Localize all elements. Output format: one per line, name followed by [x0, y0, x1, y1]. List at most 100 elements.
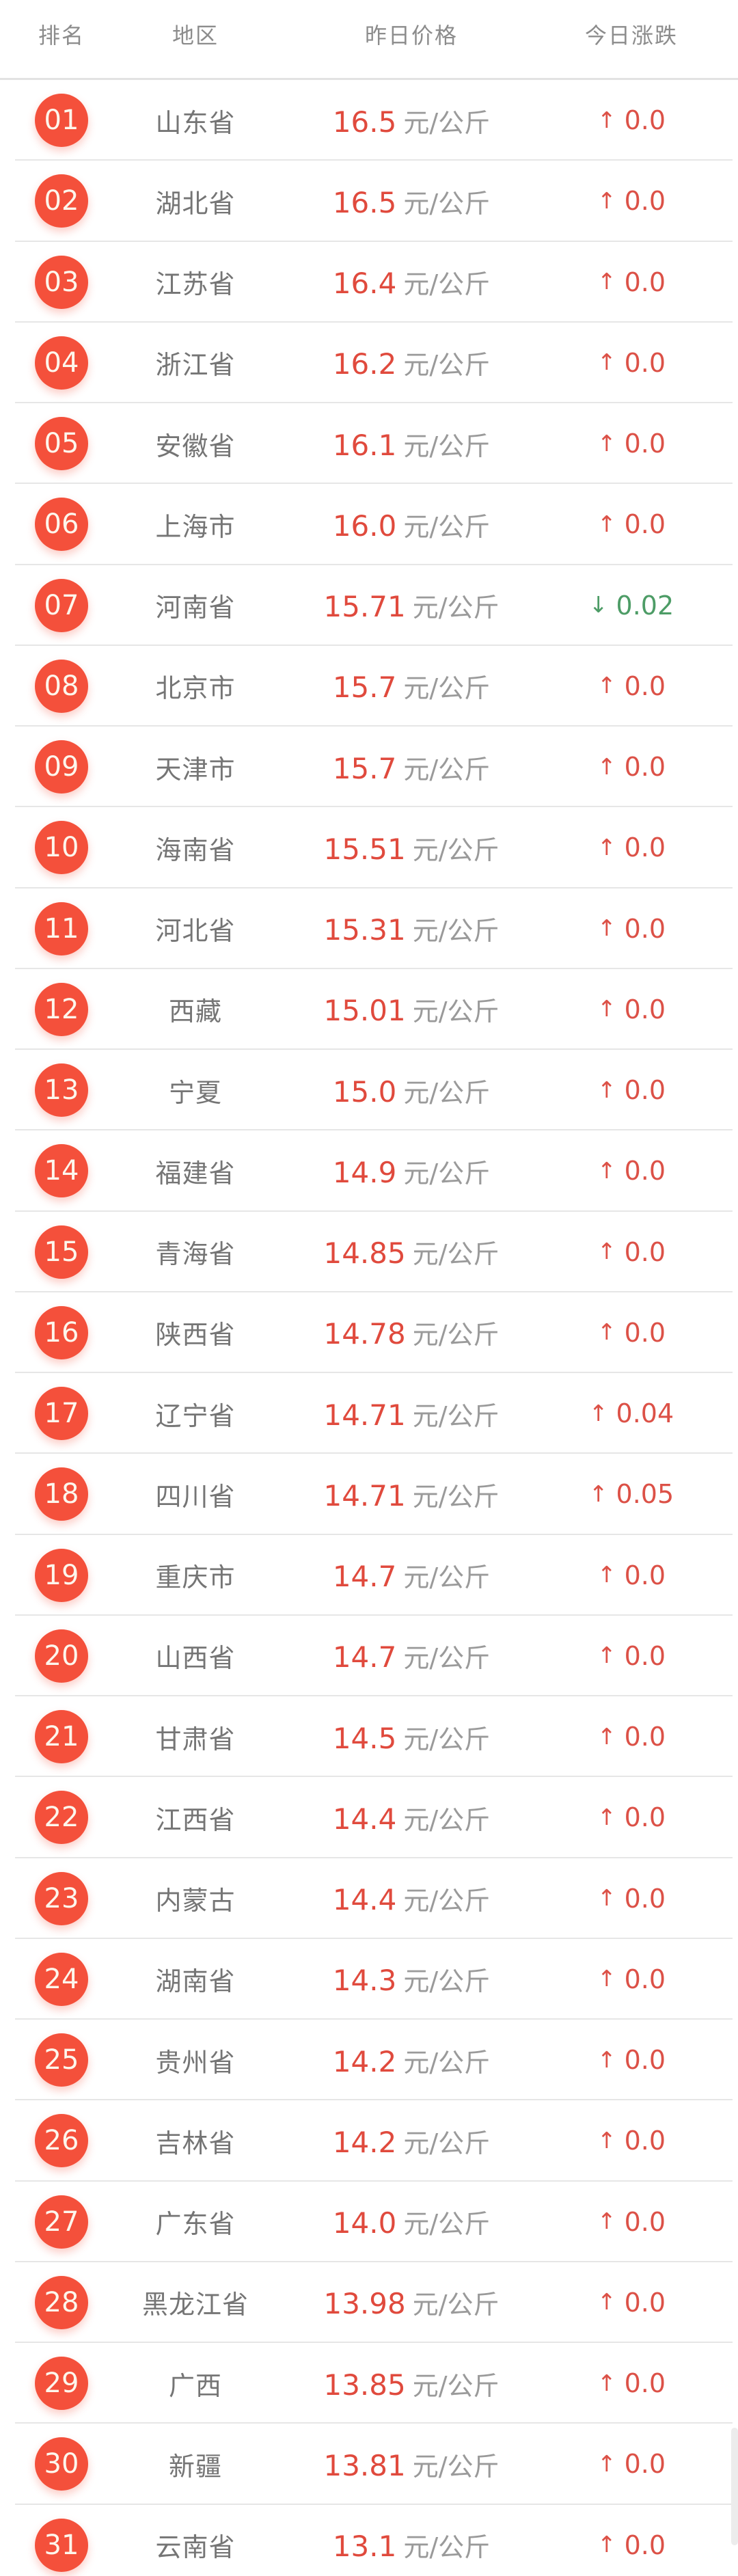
region-label: 浙江省 — [155, 350, 236, 381]
change-value: 0.0 — [624, 429, 666, 459]
price-value: 16.4 — [332, 267, 397, 301]
change-cell: ↓ 0.02 — [555, 591, 738, 621]
rank-cell: 27 — [0, 2195, 123, 2249]
table-row[interactable]: 26 吉林省 14.2 元/公斤 ↑ 0.0 — [0, 2100, 738, 2182]
change-cell: ↑ 0.05 — [555, 1479, 738, 1509]
column-header-region: 地区 — [172, 23, 219, 49]
price-unit: 元/公斤 — [412, 2451, 500, 2482]
change-cell: ↑ 0.0 — [555, 752, 738, 782]
change-arrow-icon: ↑ — [597, 1238, 616, 1265]
price-value: 13.98 — [323, 2287, 406, 2321]
change-cell: ↑ 0.0 — [555, 105, 738, 135]
change-arrow-icon: ↑ — [597, 914, 616, 942]
table-row[interactable]: 08 北京市 15.7 元/公斤 ↑ 0.0 — [0, 646, 738, 727]
change-value: 0.0 — [624, 752, 666, 783]
price-cell: 15.31 元/公斤 — [268, 910, 555, 947]
table-row[interactable]: 07 河南省 15.71 元/公斤 ↓ 0.02 — [0, 565, 738, 647]
region-label: 福建省 — [155, 1158, 236, 1189]
change-value: 0.0 — [624, 267, 666, 297]
region-label: 新疆 — [168, 2451, 222, 2482]
rank-badge: 05 — [35, 417, 88, 471]
table-row[interactable]: 12 西藏 15.01 元/公斤 ↑ 0.0 — [0, 969, 738, 1050]
table-row[interactable]: 16 陕西省 14.78 元/公斤 ↑ 0.0 — [0, 1292, 738, 1374]
region-label: 甘肃省 — [155, 1724, 236, 1754]
table-row[interactable]: 19 重庆市 14.7 元/公斤 ↑ 0.0 — [0, 1535, 738, 1616]
column-header-change: 今日涨跌 — [584, 23, 678, 49]
table-row[interactable]: 06 上海市 16.0 元/公斤 ↑ 0.0 — [0, 484, 738, 565]
price-value: 16.5 — [332, 105, 397, 139]
change-value: 0.0 — [624, 509, 666, 540]
table-row[interactable]: 21 甘肃省 14.5 元/公斤 ↑ 0.0 — [0, 1696, 738, 1778]
change-value: 0.0 — [624, 2287, 666, 2318]
table-row[interactable]: 20 山西省 14.7 元/公斤 ↑ 0.0 — [0, 1616, 738, 1697]
rank-badge: 31 — [35, 2518, 88, 2572]
rank-badge: 14 — [35, 1144, 88, 1198]
rank-badge: 15 — [35, 1225, 88, 1279]
change-cell: ↑ 0.0 — [555, 1722, 738, 1752]
table-row[interactable]: 23 内蒙古 14.4 元/公斤 ↑ 0.0 — [0, 1858, 738, 1940]
change-arrow-icon: ↑ — [597, 510, 616, 537]
table-row[interactable]: 10 海南省 15.51 元/公斤 ↑ 0.0 — [0, 807, 738, 889]
change-cell: ↑ 0.0 — [555, 1560, 738, 1590]
change-cell: ↑ 0.0 — [555, 509, 738, 539]
change-cell: ↑ 0.0 — [555, 832, 738, 863]
table-row[interactable]: 15 青海省 14.85 元/公斤 ↑ 0.0 — [0, 1212, 738, 1293]
price-unit: 元/公斤 — [403, 754, 491, 785]
table-row[interactable]: 03 江苏省 16.4 元/公斤 ↑ 0.0 — [0, 242, 738, 323]
rank-badge: 26 — [35, 2114, 88, 2168]
table-row[interactable]: 11 河北省 15.31 元/公斤 ↑ 0.0 — [0, 889, 738, 970]
table-row[interactable]: 31 云南省 13.1 元/公斤 ↑ 0.0 — [0, 2505, 738, 2576]
table-row[interactable]: 04 浙江省 16.2 元/公斤 ↑ 0.0 — [0, 323, 738, 404]
table-row[interactable]: 25 贵州省 14.2 元/公斤 ↑ 0.0 — [0, 2020, 738, 2101]
change-arrow-icon: ↑ — [597, 2208, 616, 2235]
rank-badge: 06 — [35, 498, 88, 552]
price-value: 14.4 — [332, 1802, 397, 1836]
rank-cell: 25 — [0, 2033, 123, 2087]
price-value: 14.78 — [323, 1317, 406, 1351]
table-row[interactable]: 09 天津市 15.7 元/公斤 ↑ 0.0 — [0, 727, 738, 808]
scrollbar-thumb[interactable] — [731, 2428, 738, 2545]
price-cell: 16.1 元/公斤 — [268, 425, 555, 463]
table-row[interactable]: 14 福建省 14.9 元/公斤 ↑ 0.0 — [0, 1130, 738, 1212]
rank-cell: 28 — [0, 2275, 123, 2329]
table-row[interactable]: 28 黑龙江省 13.98 元/公斤 ↑ 0.0 — [0, 2262, 738, 2344]
table-row[interactable]: 01 山东省 16.5 元/公斤 ↑ 0.0 — [0, 80, 738, 161]
change-arrow-icon: ↑ — [597, 1884, 616, 1912]
table-row[interactable]: 05 安徽省 16.1 元/公斤 ↑ 0.0 — [0, 403, 738, 485]
table-row[interactable]: 17 辽宁省 14.71 元/公斤 ↑ 0.04 — [0, 1373, 738, 1454]
region-label: 黑龙江省 — [141, 2290, 249, 2320]
price-cell: 14.78 元/公斤 — [268, 1314, 555, 1351]
rank-badge: 19 — [35, 1548, 88, 1602]
rank-badge: 12 — [35, 982, 88, 1036]
rank-cell: 09 — [0, 740, 123, 794]
price-value: 14.2 — [332, 2044, 397, 2078]
price-value: 14.71 — [323, 1398, 406, 1432]
region-label: 山东省 — [155, 107, 236, 138]
change-cell: ↑ 0.0 — [555, 914, 738, 944]
change-value: 0.04 — [616, 1398, 674, 1429]
table-row[interactable]: 24 湖南省 14.3 元/公斤 ↑ 0.0 — [0, 1939, 738, 2020]
rank-badge: 11 — [35, 901, 88, 955]
price-cell: 16.2 元/公斤 — [268, 344, 555, 381]
table-row[interactable]: 27 广东省 14.0 元/公斤 ↑ 0.0 — [0, 2182, 738, 2263]
table-row[interactable]: 30 新疆 13.81 元/公斤 ↑ 0.0 — [0, 2424, 738, 2505]
change-arrow-icon: ↑ — [597, 2126, 616, 2154]
price-unit: 元/公斤 — [412, 593, 500, 623]
price-value: 15.31 — [323, 913, 406, 947]
rank-badge: 13 — [35, 1063, 88, 1117]
rank-cell: 13 — [0, 1063, 123, 1117]
price-unit: 元/公斤 — [403, 2128, 491, 2158]
rank-badge: 10 — [35, 821, 88, 875]
table-row[interactable]: 29 广西 13.85 元/公斤 ↑ 0.0 — [0, 2343, 738, 2424]
rank-badge: 01 — [35, 94, 88, 148]
price-unit: 元/公斤 — [412, 996, 500, 1027]
rank-badge: 24 — [35, 1952, 88, 2006]
table-row[interactable]: 13 宁夏 15.0 元/公斤 ↑ 0.0 — [0, 1050, 738, 1131]
table-row[interactable]: 18 四川省 14.71 元/公斤 ↑ 0.05 — [0, 1454, 738, 1535]
change-value: 0.0 — [624, 1964, 666, 1994]
table-row[interactable]: 02 湖北省 16.5 元/公斤 ↑ 0.0 — [0, 161, 738, 242]
column-header-rank: 排名 — [38, 23, 85, 49]
price-cell: 13.1 元/公斤 — [268, 2526, 555, 2564]
table-row[interactable]: 22 江西省 14.4 元/公斤 ↑ 0.0 — [0, 1777, 738, 1858]
